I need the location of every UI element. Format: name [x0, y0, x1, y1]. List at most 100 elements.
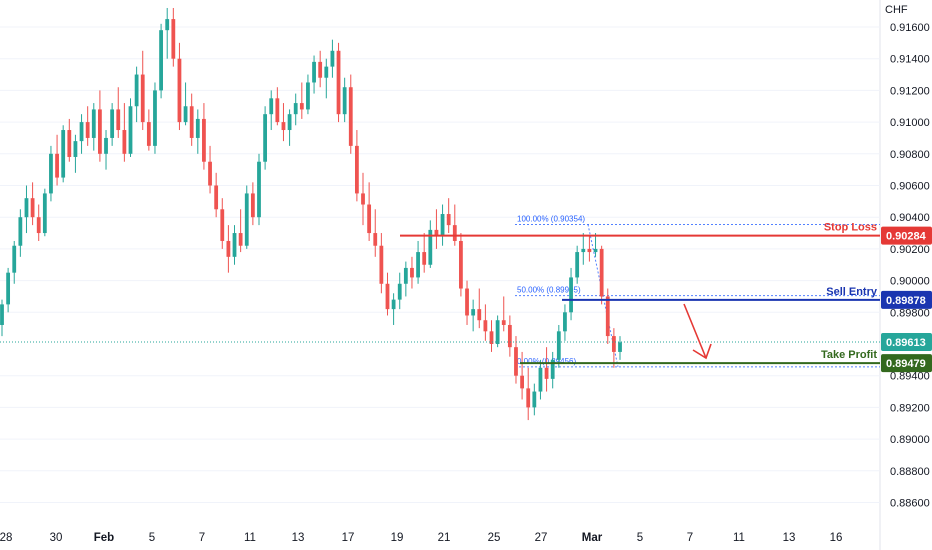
candle [520, 351, 524, 400]
candle-body [526, 388, 531, 408]
candle [244, 185, 249, 249]
candle-body [30, 198, 35, 218]
candle-body [153, 90, 157, 146]
candle-body [275, 98, 280, 123]
candle [434, 209, 439, 249]
candle-body [269, 98, 274, 115]
candle-body [67, 130, 72, 157]
x-tick-label: 11 [244, 532, 256, 544]
candle [269, 90, 274, 131]
badge-price: 0.89479 [886, 358, 926, 370]
x-tick-label: 25 [488, 532, 501, 544]
candle-body [605, 296, 610, 337]
candle [452, 204, 457, 246]
candle-body [208, 161, 212, 186]
y-tick-label: 0.89400 [890, 371, 930, 383]
x-tick-label: 27 [535, 532, 548, 544]
fib-level-label: 100.00% (0.90354) [517, 214, 585, 223]
candle [563, 304, 567, 341]
candle-body [477, 309, 482, 321]
candle-body [446, 214, 451, 226]
candle-body [324, 66, 329, 78]
candle [569, 267, 573, 321]
candle [110, 103, 115, 146]
stop-loss-label: Stop Loss [824, 222, 877, 234]
candle [410, 256, 414, 289]
candle-body [293, 103, 298, 115]
x-tick-label: 28 [0, 532, 12, 544]
candle [232, 225, 237, 265]
candle-body [306, 82, 310, 110]
x-tick-label: 16 [830, 532, 843, 544]
candle [514, 336, 518, 384]
sell-entry-label: Sell Entry [826, 286, 878, 298]
badge-bg [881, 354, 932, 373]
x-tick-label: 5 [149, 532, 155, 544]
candle [342, 77, 347, 123]
candle [49, 145, 53, 202]
candle-body [563, 312, 567, 332]
candle-body [250, 193, 255, 218]
candle-body [403, 267, 408, 284]
last-price-badge: 0.89613 [881, 332, 932, 351]
candle [507, 315, 512, 357]
candle-body [452, 225, 457, 241]
candle-body [42, 193, 47, 234]
y-tick-label: 0.90800 [890, 149, 930, 161]
candle [428, 220, 433, 268]
candle-body [569, 277, 573, 313]
candle-body [214, 185, 219, 210]
candle-body [532, 391, 537, 408]
badge-price: 0.89878 [886, 295, 926, 307]
candle [189, 93, 194, 146]
candle-body [501, 320, 506, 325]
candle [556, 324, 561, 368]
candle-body [544, 367, 549, 379]
candle [134, 66, 139, 123]
candle-body [422, 252, 427, 265]
time-axis[interactable]: 28 30 Feb 5 7 11 13 17 19 21 25 27 Mar 5 7 11 13 16 [0, 532, 842, 544]
x-tick-label: 7 [687, 532, 693, 544]
candle [165, 7, 170, 59]
candle [373, 209, 378, 257]
level-layer: Stop Loss Sell Entry Take Profit [0, 222, 880, 365]
candle [538, 359, 543, 400]
candle-body [165, 19, 170, 31]
candle-body [618, 342, 622, 352]
candle [477, 288, 482, 329]
candle [177, 42, 182, 131]
candle-body [281, 122, 286, 131]
candle [85, 106, 90, 146]
y-tick-label: 0.91200 [890, 85, 930, 97]
grid-layer [0, 0, 881, 550]
candle [122, 103, 127, 162]
x-tick-label: Feb [94, 532, 114, 544]
x-tick-label: 21 [438, 532, 451, 544]
candle-body [575, 252, 580, 278]
candle [318, 50, 323, 88]
sell-entry-price-badge: 0.89878 [881, 290, 932, 309]
candle-body [55, 153, 59, 178]
candle [446, 198, 451, 234]
candle-body [611, 336, 616, 352]
price-axis[interactable]: CHF 0.91600 0.91400 0.91200 0.91000 0.90800 0… [881, 4, 932, 510]
badge-price: 0.89613 [886, 337, 926, 349]
y-tick-label: 0.89800 [890, 307, 930, 319]
candle [532, 383, 537, 416]
candle [397, 272, 402, 310]
candle-body [263, 114, 268, 162]
candle-body [434, 229, 439, 237]
candle-body [416, 252, 420, 278]
candle [257, 153, 261, 226]
candle [501, 296, 506, 332]
candle-body [556, 331, 561, 360]
candle [146, 109, 151, 151]
arrow-layer [683, 303, 712, 360]
candle-body [361, 193, 365, 205]
candle [183, 82, 188, 126]
candle-body [0, 304, 4, 325]
candle [336, 42, 341, 123]
badge-price: 0.90284 [886, 231, 927, 243]
